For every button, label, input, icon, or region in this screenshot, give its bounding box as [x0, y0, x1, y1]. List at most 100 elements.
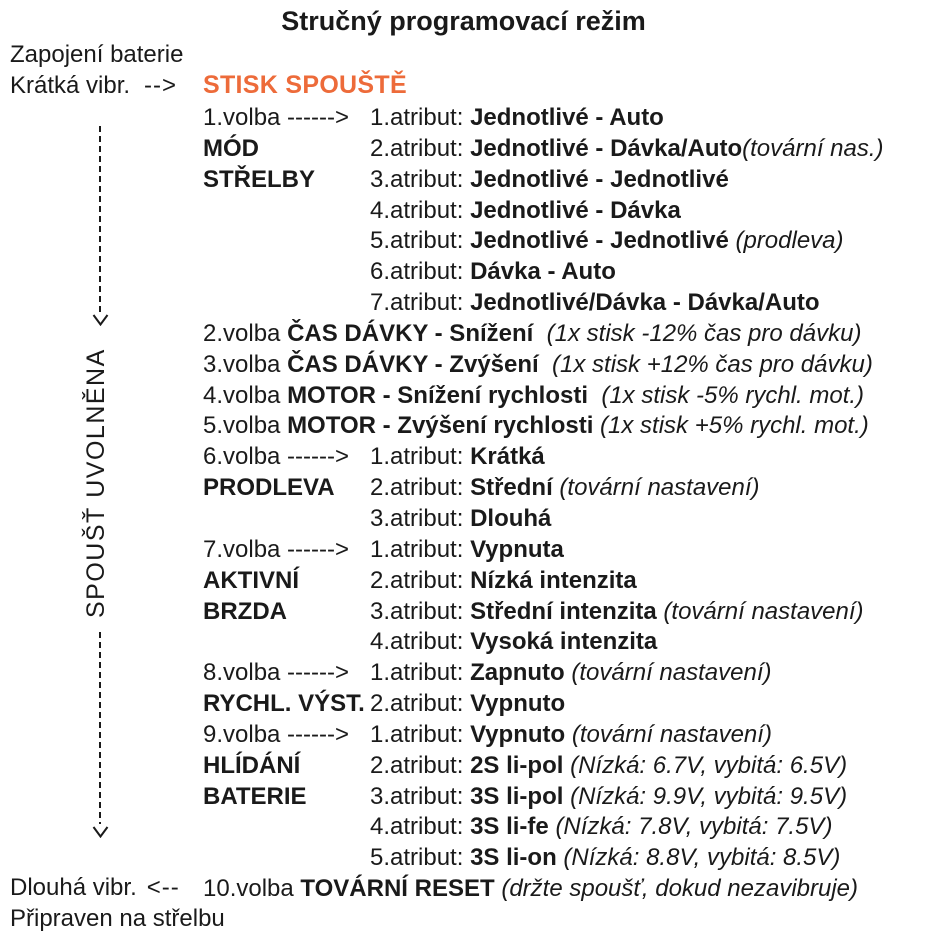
text-segment: (1x stisk +5% rychl. mot.) [600, 412, 869, 440]
text-segment: (Nízká: 7.8V, vybitá: 7.5V) [555, 813, 833, 841]
text-segment: TOVÁRNÍ RESET [300, 875, 495, 903]
menu-line-label-column: MÓD [203, 134, 370, 165]
text-segment: (1x stisk +12% čas pro dávku) [552, 350, 873, 378]
text-segment: 2.atribut: [370, 751, 471, 779]
menu-line-label-column: 9.volba ------> [203, 720, 370, 751]
text-segment: 1.atribut: [370, 720, 471, 748]
menu-line-label-column: HLÍDÁNÍ [203, 751, 370, 782]
text-segment: (tovární nastavení) [571, 720, 772, 748]
text-segment: Jednotlivé - Jednotlivé [470, 227, 729, 255]
text-segment: Střední [470, 474, 553, 502]
text-segment: 3S li-on [470, 844, 557, 872]
long-vibration-text: Dlouhá vibr. [10, 874, 137, 901]
menu-line-label-column [203, 843, 370, 874]
text-segment: 2.volba [203, 319, 288, 347]
text-segment: 10.volba [203, 875, 301, 903]
text-segment: 2.atribut: [370, 566, 471, 594]
text-segment: (tovární nas.) [742, 134, 884, 162]
page-title: Stručný programovací režim [281, 6, 646, 36]
dashed-arrow-line-bottom [99, 632, 101, 824]
text-segment: Jednotlivé - Auto [470, 104, 664, 131]
text-segment: (tovární nastavení) [663, 597, 864, 625]
menu-line: 7.atribut: Jednotlivé/Dávka - Dávka/Auto [203, 288, 927, 319]
text-segment: MOTOR - Snížení rychlosti [287, 381, 588, 409]
text-segment: BATERIE [203, 782, 307, 810]
text-segment [588, 382, 601, 409]
text-segment: 4.atribut: [370, 628, 471, 656]
menu-line: 5.atribut: Jednotlivé - Jednotlivé (prod… [203, 226, 927, 257]
menu-line: RYCHL. VÝST. 2.atribut: Vypnuto [203, 689, 927, 720]
text-segment: 5.atribut: [370, 227, 471, 255]
menu-line-attribute-column: 2.atribut: Střední (tovární nastavení) [370, 473, 927, 504]
text-segment: 3S li-fe [470, 813, 549, 841]
text-segment: 2.atribut: [370, 474, 471, 502]
menu-line-attribute-column: 4.atribut: 3S li-fe (Nízká: 7.8V, vybitá… [370, 812, 927, 843]
menu-line: 4.volba MOTOR - Snížení rychlosti (1x st… [203, 381, 927, 412]
text-segment: 3.atribut: [370, 782, 471, 810]
arrow-down-icon [92, 314, 109, 326]
text-segment: ČAS DÁVKY - Snížení [287, 319, 534, 347]
menu-line-attribute-column: 5.atribut: 3S li-on (Nízká: 8.8V, vybitá… [370, 843, 927, 874]
menu-line-label-column: BATERIE [203, 782, 370, 813]
text-segment: 1.atribut: [370, 535, 471, 563]
text-segment: BRZDA [203, 597, 287, 625]
text-segment: Střední intenzita [470, 597, 657, 625]
menu-line: PRODLEVA 2.atribut: Střední (tovární nast… [203, 473, 927, 504]
text-segment: 7.atribut: [370, 289, 471, 317]
menu-line: 7.volba ------> 1.atribut: Vypnuta [203, 535, 927, 566]
short-vibration-label: Krátká vibr. --> [10, 72, 177, 100]
text-segment: 8.volba ------> [203, 659, 350, 687]
menu-line: 4.atribut: 3S li-fe (Nízká: 7.8V, vybitá… [203, 812, 927, 843]
ready-to-fire-label: Připraven na střelbu [10, 905, 225, 933]
text-segment: 1.atribut: [370, 443, 471, 471]
text-segment: AKTIVNÍ [203, 566, 299, 594]
text-segment: 6.volba ------> [203, 443, 350, 471]
menu-line: 6.atribut: Dávka - Auto [203, 257, 927, 288]
text-segment: Nízká intenzita [470, 566, 637, 594]
menu-line: 10.volba TOVÁRNÍ RESET (držte spoušť, do… [203, 874, 927, 905]
menu-line-attribute-column: 2.atribut: Jednotlivé - Dávka/Auto(továr… [370, 134, 927, 165]
menu-line-attribute-column: 1.atribut: Jednotlivé - Auto [370, 103, 927, 134]
text-segment: 4.volba [203, 381, 288, 409]
menu-line-full: 3.volba ČAS DÁVKY - Zvýšení (1x stisk +1… [203, 350, 873, 381]
battery-connect-label: Zapojení baterie [10, 41, 183, 69]
menu-line-attribute-column: 6.atribut: Dávka - Auto [370, 257, 927, 288]
text-segment: 9.volba ------> [203, 720, 350, 748]
text-segment: Zapnuto [470, 659, 565, 687]
menu-line-attribute-column: 1.atribut: Krátká [370, 442, 927, 473]
text-segment: Jednotlivé/Dávka - Dávka/Auto [470, 289, 820, 317]
menu-line: 9.volba ------> 1.atribut: Vypnuto (továr… [203, 720, 927, 751]
text-segment: 3.atribut: [370, 165, 471, 193]
text-segment: Krátká [470, 443, 545, 471]
menu-line: HLÍDÁNÍ 2.atribut: 2S li-pol (Nízká: 6.7V… [203, 751, 927, 782]
text-segment: STŘELBY [203, 165, 316, 193]
text-segment: 2S li-pol [470, 751, 564, 779]
text-segment: (1x stisk -5% rychl. mot.) [601, 381, 865, 409]
text-segment: MOTOR - Zvýšení rychlosti [287, 412, 594, 440]
text-segment: Jednotlivé - Dávka [470, 196, 681, 224]
text-segment: 3.volba [203, 350, 288, 378]
trigger-released-vertical-label: SPOUŠŤ UVOLNĚNA [82, 348, 110, 618]
menu-line-label-column [203, 812, 370, 843]
short-vibration-text: Krátká vibr. [10, 72, 131, 99]
menu-line: STŘELBY 3.atribut: Jednotlivé - Jednotliv… [203, 165, 927, 196]
menu-line-attribute-column: 2.atribut: 2S li-pol (Nízká: 6.7V, vybit… [370, 751, 927, 782]
menu-line-attribute-column: 5.atribut: Jednotlivé - Jednotlivé (prod… [370, 226, 927, 257]
text-segment: (tovární nastavení) [559, 474, 760, 502]
ready-to-fire-text: Připraven na střelbu [10, 905, 225, 932]
arrow-right-text: --> [144, 72, 178, 99]
menu-line: 3.volba ČAS DÁVKY - Zvýšení (1x stisk +1… [203, 350, 927, 381]
menu-line: MÓD 2.atribut: Jednotlivé - Dávka/Auto(to… [203, 134, 927, 165]
text-segment: 1.atribut: [370, 104, 471, 131]
menu-line-attribute-column: 1.atribut: Zapnuto (tovární nastavení) [370, 658, 927, 689]
text-segment: ČAS DÁVKY - Zvýšení [287, 350, 539, 378]
text-segment: (držte spoušť, dokud nezavibruje) [501, 875, 859, 903]
menu-line-label-column: PRODLEVA [203, 473, 370, 504]
text-segment: (Nízká: 6.7V, vybitá: 6.5V) [570, 751, 848, 779]
text-segment: 1.atribut: [370, 659, 471, 687]
menu-line-attribute-column: 1.atribut: Vypnuto (tovární nastavení) [370, 720, 927, 751]
menu-line-full: 5.volba MOTOR - Zvýšení rychlosti (1x st… [203, 411, 869, 442]
menu-line: 4.atribut: Jednotlivé - Dávka [203, 196, 927, 227]
menu-line-label-column: 8.volba ------> [203, 658, 370, 689]
menu-line-label-column [203, 627, 370, 658]
